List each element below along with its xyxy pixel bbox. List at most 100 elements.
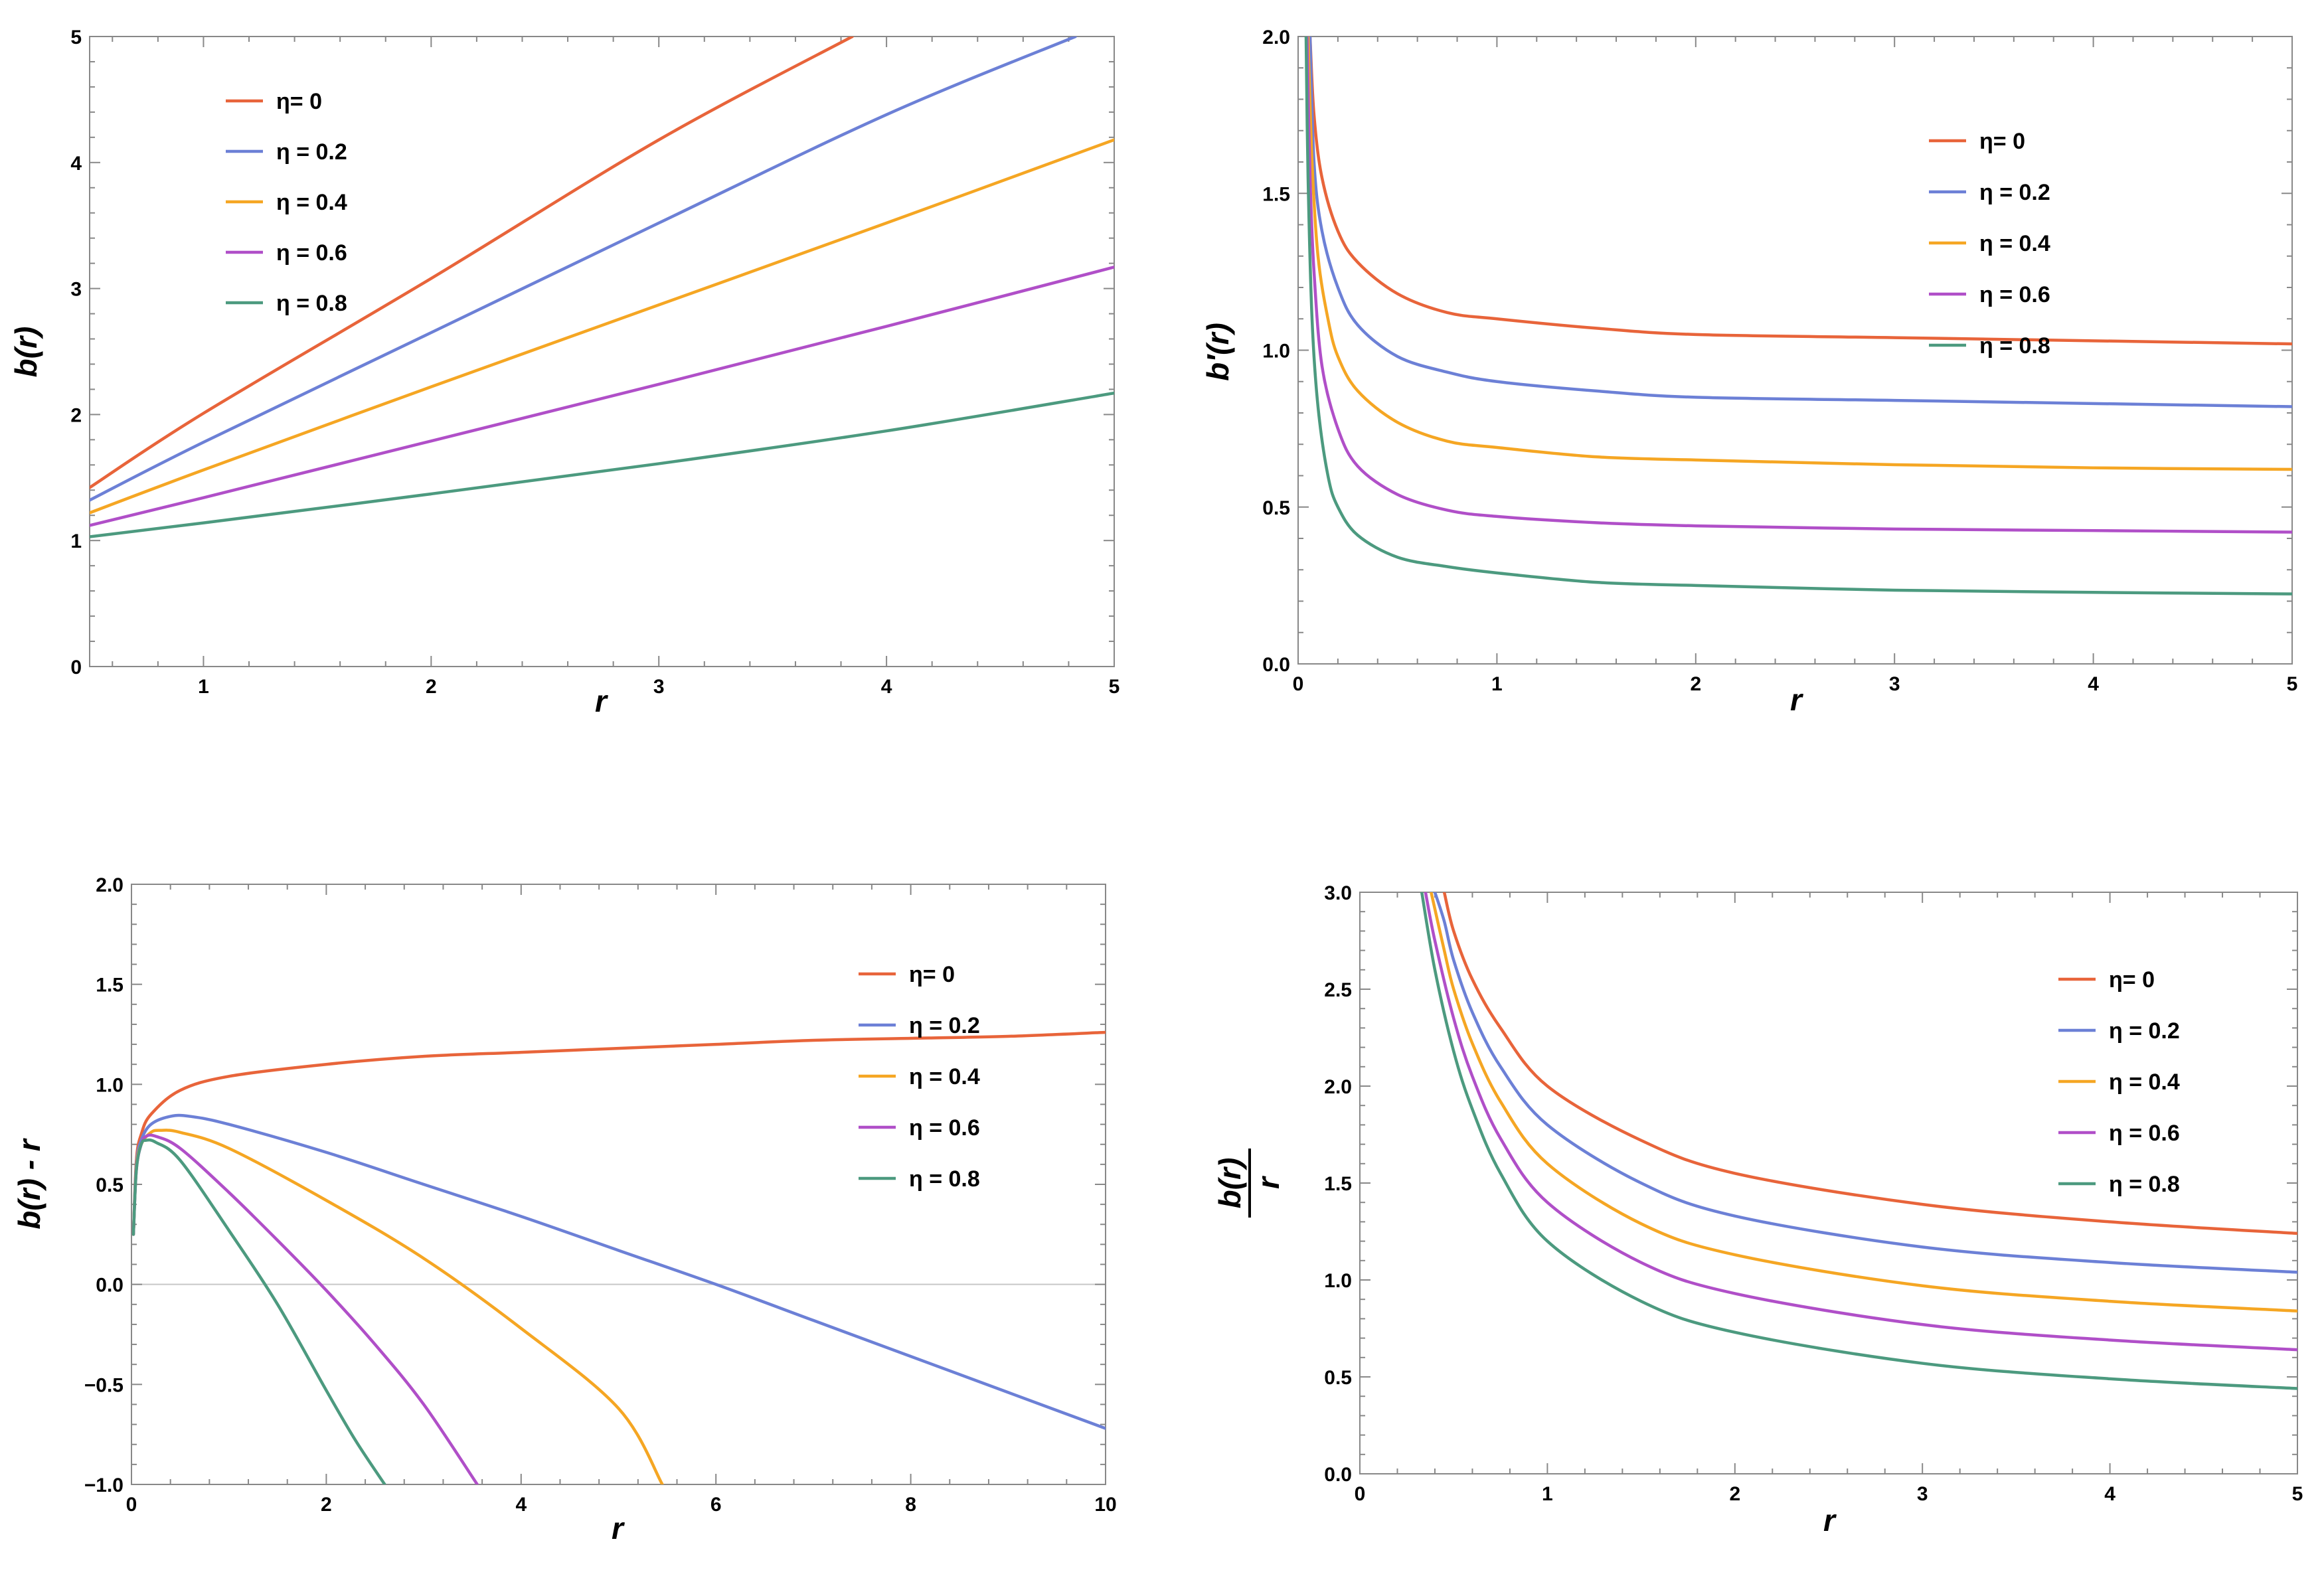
legend: η= 0 η = 0.2 η = 0.4 η = 0.6 η = 0.8 (2058, 967, 2180, 1197)
y-tick-label: 5 (70, 27, 82, 48)
y-tick-label: 2 (70, 404, 82, 426)
legend-label: η = 0.6 (2109, 1121, 2180, 1146)
y-tick-label: 2.0 (1262, 27, 1290, 48)
chart-panel-top-left: 1 2 3 4 5 0 1 2 3 4 5 r b(r) η= 0 η = 0.2 η = 0.4 η = 0.… (9, 27, 1120, 718)
x-tick-label: 1 (1542, 1483, 1553, 1505)
series-group (90, 37, 1114, 538)
series-line-2 (1430, 892, 2297, 1312)
plot-frame (1297, 36, 2293, 665)
x-tick-label: 0 (1293, 673, 1304, 695)
series-line-3 (1424, 892, 2297, 1352)
x-tick-label: 3 (1889, 673, 1900, 695)
y-axis-label: b′(r) (1201, 323, 1235, 381)
y-tick-label: 1.0 (1324, 1270, 1352, 1292)
series-line-4 (90, 391, 1114, 538)
legend-label: η= 0 (1979, 129, 2025, 154)
legend-label: η = 0.8 (2109, 1172, 2180, 1197)
series-line-1 (1433, 892, 2297, 1274)
plot-frame (89, 36, 1115, 667)
y-tick-label: 0.5 (1262, 497, 1290, 519)
series-group (1420, 892, 2297, 1390)
y-tick-label: 0.0 (96, 1275, 124, 1297)
y-tick-label: 0.0 (1324, 1464, 1352, 1486)
legend-label: η = 0.2 (2109, 1018, 2180, 1044)
y-tick-label: 2.0 (96, 874, 124, 896)
series-line-2 (1306, 37, 2292, 471)
series-line-4 (1304, 37, 2292, 596)
x-tick-label: 4 (515, 1494, 527, 1516)
x-tick-label: 2 (1690, 673, 1701, 695)
series-line-3 (90, 266, 1114, 527)
y-axis-label-denominator: r (1251, 1176, 1286, 1189)
x-tick-label: 4 (2104, 1483, 2116, 1505)
x-tick-label: 0 (1355, 1483, 1366, 1505)
x-axis-label: r (1823, 1503, 1837, 1538)
x-tick-label: 10 (1094, 1494, 1116, 1516)
y-tick-label: 2.5 (1324, 979, 1352, 1001)
legend-label: η = 0.8 (276, 291, 347, 316)
legend-label: η= 0 (276, 89, 322, 114)
x-tick-label: 8 (905, 1494, 916, 1516)
legend-label: η = 0.8 (909, 1166, 980, 1192)
y-tick-label: 1.5 (1262, 183, 1290, 205)
x-tick-label: 1 (198, 676, 209, 698)
x-tick-label: 0 (126, 1494, 137, 1516)
x-tick-label: 6 (710, 1494, 722, 1516)
x-tick-label: 4 (2088, 673, 2099, 695)
y-tick-label: 1 (70, 530, 82, 552)
x-tick-label: 4 (881, 676, 892, 698)
y-tick-label: 4 (70, 153, 82, 175)
x-axis-label: r (595, 684, 608, 718)
chart-panel-bottom-right: 0 1 2 3 4 5 0.0 0.5 1.0 1.5 2.0 2.5 3.0 r b(r) r η= 0 η =… (1212, 882, 2303, 1538)
y-tick-label: 0 (70, 657, 82, 678)
series-group (131, 1030, 1106, 1484)
x-tick-label: 5 (2287, 673, 2298, 695)
legend-label: η = 0.4 (2109, 1070, 2180, 1095)
y-tick-label: 0.0 (1262, 654, 1290, 676)
x-tick-label: 1 (1491, 673, 1503, 695)
legend-label: η = 0.2 (276, 139, 347, 165)
y-axis-label: b(r) - r (12, 1138, 46, 1230)
y-tick-label: 1.5 (96, 975, 124, 996)
legend-label: η = 0.6 (909, 1115, 980, 1141)
legend-label: η = 0.4 (1979, 231, 2050, 256)
series-line-0 (90, 37, 854, 489)
legend-label: η = 0.2 (1979, 180, 2050, 205)
series-line-1 (90, 37, 1077, 502)
legend-label: η = 0.6 (1979, 282, 2050, 307)
y-tick-label: 2.0 (1324, 1076, 1352, 1098)
series-line-0 (1442, 892, 2297, 1235)
y-tick-label: 1.5 (1324, 1173, 1352, 1195)
y-tick-label: 3.0 (1324, 882, 1352, 904)
series-line-3 (1305, 37, 2292, 534)
legend-label: η = 0.4 (909, 1064, 980, 1089)
x-tick-label: 2 (426, 676, 437, 698)
legend: η= 0 η = 0.2 η = 0.4 η = 0.6 η = 0.8 (1929, 129, 2050, 358)
legend-label: η= 0 (2109, 967, 2155, 992)
x-tick-label: 2 (321, 1494, 332, 1516)
series-line-2 (131, 1129, 664, 1484)
y-tick-label: 1.0 (1262, 341, 1290, 362)
legend-label: η = 0.4 (276, 190, 347, 215)
y-axis-label-numerator: b(r) (1212, 1158, 1247, 1209)
legend-label: η = 0.6 (276, 240, 347, 266)
series-line-4 (131, 1138, 386, 1484)
legend-label: η = 0.2 (909, 1013, 980, 1038)
series-line-2 (90, 138, 1114, 515)
chart-panel-bottom-left: 0 2 4 6 8 10 −1.0 −0.5 0.0 0.5 1.0 1.5 2.0 r b(r) - r η… (12, 874, 1117, 1546)
y-tick-label: 0.5 (1324, 1367, 1352, 1389)
series-line-1 (131, 1113, 1106, 1430)
x-tick-label: 3 (1917, 1483, 1928, 1505)
y-tick-label: 3 (70, 279, 82, 301)
x-tick-label: 5 (2292, 1483, 2303, 1505)
legend: η= 0 η = 0.2 η = 0.4 η = 0.6 η = 0.8 (859, 962, 980, 1192)
y-tick-label: 1.0 (96, 1074, 124, 1096)
series-line-4 (1420, 892, 2297, 1390)
x-tick-label: 5 (1109, 676, 1120, 698)
x-axis-label: r (1790, 682, 1803, 717)
series-group (1304, 37, 2292, 596)
y-axis-label: b(r) (9, 327, 43, 378)
y-axis-label-fraction: b(r) r (1212, 1149, 1286, 1218)
x-tick-label: 2 (1729, 1483, 1740, 1505)
series-line-1 (1308, 37, 2292, 408)
